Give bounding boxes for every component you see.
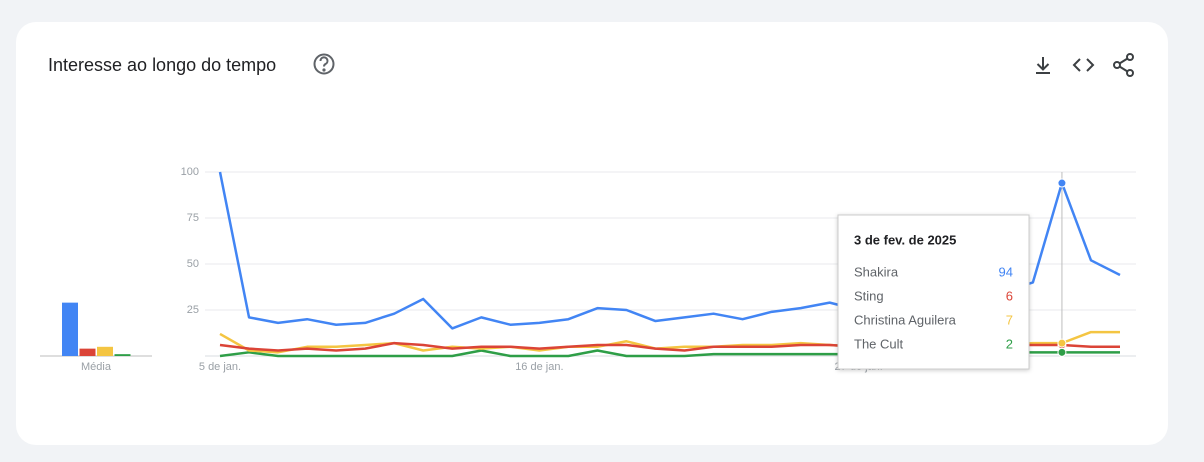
tooltip-name: Shakira: [854, 264, 899, 279]
tooltip-name: The Cult: [854, 336, 904, 351]
share-icon[interactable]: [1113, 53, 1134, 77]
y-tick-label: 25: [187, 304, 199, 316]
x-tick-label: 16 de jan.: [515, 361, 563, 373]
y-tick-label: 75: [187, 212, 199, 224]
tooltip-title: 3 de fev. de 2025: [854, 232, 956, 247]
tooltip-name: Christina Aguilera: [854, 312, 957, 327]
hover-dot: [1057, 178, 1067, 188]
y-tick-label: 50: [187, 258, 199, 270]
chart-title: Interesse ao longo do tempo: [48, 55, 276, 75]
tooltip-name: Sting: [854, 288, 884, 303]
y-tick-label: 100: [181, 166, 199, 178]
tooltip-value: 6: [1006, 288, 1013, 303]
download-icon[interactable]: [1036, 57, 1050, 74]
bar: [62, 302, 78, 356]
tooltip-value: 2: [1006, 336, 1013, 351]
bar: [79, 348, 96, 356]
tooltip: 3 de fev. de 2025 Shakira 94 Sting 6 Christin…: [837, 214, 1030, 370]
tooltip-box: [837, 214, 1030, 370]
help-icon[interactable]: [313, 53, 335, 75]
tooltip-value: 7: [1006, 312, 1013, 327]
hover-dot: [1057, 338, 1067, 348]
hover-dot: [1057, 347, 1067, 357]
x-tick-label: 5 de jan.: [199, 361, 241, 373]
bar: [97, 346, 113, 356]
tooltip-value: 94: [999, 264, 1013, 279]
bar: [114, 354, 131, 356]
x-tick-label: Média: [81, 361, 112, 373]
embed-icon[interactable]: [1072, 58, 1095, 72]
